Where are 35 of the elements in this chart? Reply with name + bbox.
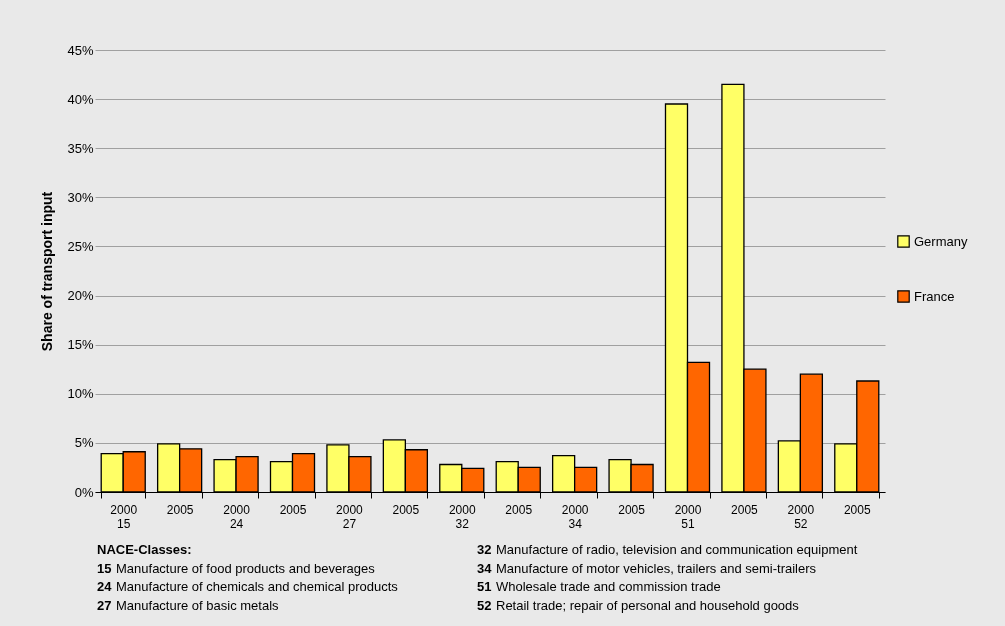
- text: 15 Manufacture of food products and beverages: [97, 560, 375, 576]
- x-tick-label: 2005: [618, 502, 646, 517]
- x-tick-label: 2000 34: [561, 502, 589, 531]
- y-tick-label: 20%: [67, 288, 94, 304]
- y-tick-label: 0%: [74, 484, 94, 500]
- x-tick-label: 2000 52: [787, 502, 815, 531]
- y-tick-label: 30%: [67, 189, 94, 205]
- text: 34 Manufacture of motor vehicles, trailers and semi-trailers: [477, 560, 817, 576]
- text: 24 Manufacture of chemicals and chemical products: [97, 579, 398, 594]
- y-tick-label: 25%: [67, 238, 94, 254]
- text: 32 Manufacture of radio, television and communication equipment: [477, 542, 858, 557]
- x-tick-label: 2005: [392, 502, 420, 517]
- y-tick-label: 40%: [67, 91, 94, 107]
- text: 52 Retail trade; repair of personal and household goods: [477, 597, 799, 613]
- x-tick-label: 2005: [731, 502, 759, 517]
- y-tick-label: 35%: [67, 140, 94, 156]
- y-tick-label: 5%: [74, 435, 94, 451]
- y-tick-label: 15%: [67, 337, 94, 353]
- y-tick-label: 45%: [67, 42, 94, 58]
- x-tick-label: 2000 27: [336, 502, 364, 531]
- x-tick-label: 2005: [505, 502, 533, 517]
- text: NACE-Classes:: [97, 542, 192, 557]
- legend-label: France: [914, 288, 955, 304]
- text: 51 Wholesale trade and commission trade: [477, 579, 721, 594]
- y-tick-label: 10%: [67, 386, 94, 402]
- y-axis-title: Share of transport input: [39, 191, 56, 352]
- x-tick-label: 2000 15: [110, 502, 138, 531]
- text: 27 Manufacture of basic metals: [97, 597, 279, 613]
- x-tick-label: 2000 24: [223, 502, 251, 531]
- x-tick-label: 2000 32: [448, 502, 476, 531]
- x-tick-label: 2005: [166, 502, 194, 517]
- x-tick-label: 2005: [279, 502, 307, 517]
- x-tick-label: 2000 51: [674, 502, 702, 531]
- legend-label: Germany: [914, 233, 968, 249]
- x-tick-label: 2005: [843, 502, 871, 517]
